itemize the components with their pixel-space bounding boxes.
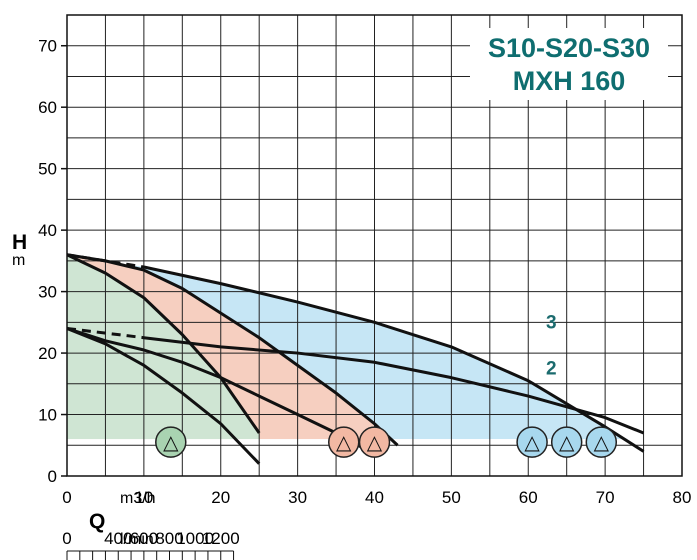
model-badge [358,426,391,458]
curve-line [66,327,261,465]
x-tick-label-m3h: 30 [288,488,307,507]
curve-dashed-segment [66,326,145,340]
y-tick-label: 10 [38,406,57,425]
curve-line [66,253,261,434]
x-tick-label-lmin: 600 [130,529,158,548]
x-tick-label-lmin: 400 [104,529,132,548]
model-badge-symbol: △ [367,430,383,454]
x-tick-label-lmin: 1200 [202,529,240,548]
x-axis-label: Q [89,510,105,533]
curve-label: 2 [546,359,557,380]
axes [66,14,683,477]
x-tick-label-m3h: 0 [62,488,71,507]
x-tick-label-lmin: 0 [62,529,71,548]
model-badge-symbol: △ [336,430,352,454]
x-tick-label-m3h: 20 [211,488,230,507]
performance-curves: 32 [66,253,645,465]
curve-line [143,336,645,435]
x-unit-lmin: l/min [120,531,154,548]
model-badge-symbol: △ [559,430,575,454]
x-tick-label-m3h: 80 [673,488,692,507]
x-tick-label-m3h: 60 [519,488,538,507]
y-tick-label: 40 [38,221,57,240]
region-green [67,254,260,440]
curve-line [66,253,399,447]
x-tick-label-m3h: 10 [134,488,153,507]
x-tick-label-m3h: 40 [365,488,384,507]
model-badge [516,426,548,458]
model-badge [155,426,187,458]
model-badges: △ △ △ △ △ △ [155,426,618,458]
curve-label: 3 [546,312,557,333]
model-badge-symbol: △ [163,430,179,454]
y-tick-label: 60 [38,98,57,117]
chart-title-line: MXH 160 [513,66,626,96]
y-tick-label: 20 [38,344,57,363]
model-badge-symbol: △ [524,430,540,454]
x-unit-m3h: m3/h [120,490,156,507]
x-tick-label-m3h: 50 [442,488,461,507]
model-badge [585,426,618,458]
y-tick-label: 30 [38,283,57,302]
y-tick-label: 0 [48,467,57,486]
x-tick-label-m3h: 70 [596,488,615,507]
x-tick-label-lmin: 800 [155,529,183,548]
y-axis-label: H [12,231,27,254]
model-badge [550,426,583,458]
chart-title-line: S10-S20-S30 [488,33,650,63]
plot-frame [66,14,683,477]
y-tick-label: 50 [38,160,57,179]
y-axis-unit: m [12,252,25,269]
model-badge-symbol: △ [594,430,610,454]
y-tick-label: 70 [38,37,57,56]
title-box [470,28,668,100]
curve-line [143,265,645,453]
x-tick-label-lmin: 1000 [176,529,214,548]
